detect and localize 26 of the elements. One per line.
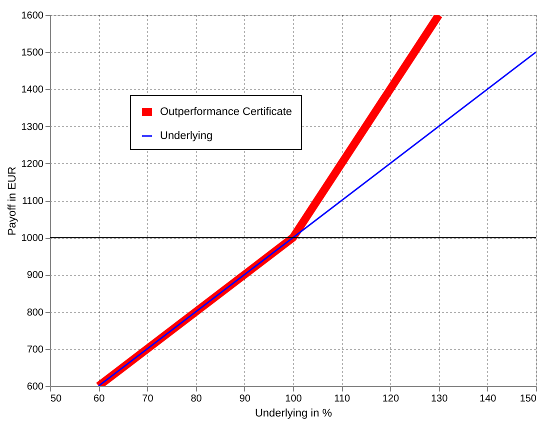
y-tick-label: 600 [26, 382, 44, 392]
legend-label: Outperformance Certificate [160, 106, 292, 118]
y-tick-label: 900 [26, 270, 44, 282]
y-tick-label: 1200 [21, 158, 44, 170]
x-tick-label: 90 [239, 394, 251, 404]
y-tick-label: 800 [26, 307, 44, 318]
legend-label: Underlying [160, 130, 213, 142]
x-axis-title: Underlying in % [254, 408, 332, 420]
y-tick-label: 1000 [21, 233, 44, 244]
y-tick-label: 1400 [21, 84, 44, 96]
x-tick-label: 50 [50, 394, 62, 404]
x-tick-label: 100 [285, 394, 302, 404]
x-tick-label: 130 [430, 394, 448, 404]
x-tick-label: 110 [334, 394, 351, 404]
y-tick-label: 700 [26, 344, 44, 356]
y-tick-label: 1600 [21, 10, 44, 22]
y-tick-label: 1100 [22, 196, 44, 207]
y-axis-title: Payoff in EUR [6, 166, 18, 236]
x-tick-label: 80 [190, 394, 202, 404]
x-tick-label: 140 [480, 394, 497, 404]
x-tick-label: 150 [520, 394, 537, 404]
x-tick-label: 70 [142, 394, 154, 404]
x-tick-label: 120 [382, 394, 400, 404]
y-tick-label: 1500 [21, 48, 44, 59]
y-tick-label: 1300 [21, 122, 44, 133]
x-tick-label: 60 [94, 394, 106, 404]
